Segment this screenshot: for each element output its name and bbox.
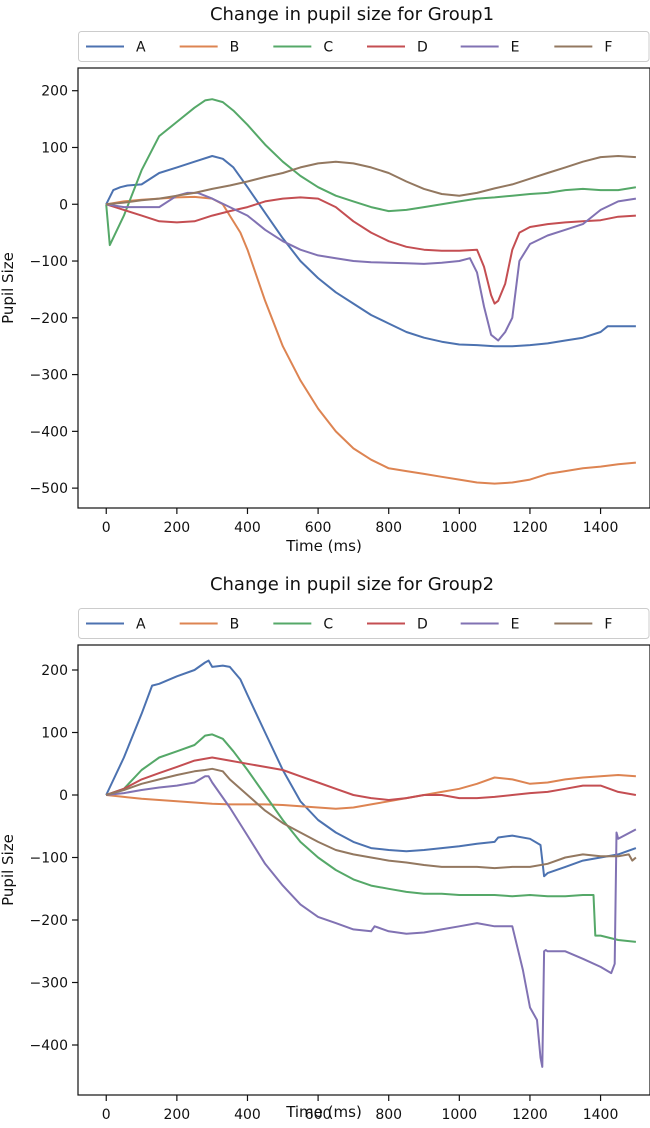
plot-frame [77, 644, 650, 1096]
x-tick-label: 800 [375, 520, 402, 536]
chart-2: Change in pupil size for Group2 A B C D E F 0 20… [0, 574, 650, 1123]
y-axis-label: Pupil Size [0, 252, 17, 324]
legend: A B C D E F [78, 31, 650, 62]
x-tick-label: 1200 [512, 520, 548, 536]
plot-frame [77, 67, 650, 509]
x-axis-label: Time (ms) [285, 1103, 362, 1121]
x-tick-label: 1400 [583, 1107, 619, 1123]
x-tick-label: 600 [305, 1107, 332, 1123]
y-tick-label: −400 [30, 1038, 68, 1054]
y-tick-label: 200 [41, 84, 68, 100]
y-tick-label: −300 [30, 976, 68, 992]
series-group [105, 659, 637, 1068]
series-line-f [105, 767, 637, 870]
y-tick-label: −200 [30, 311, 68, 327]
chart-1: Change in pupil size for Group1 A B C D E F 0 20… [0, 4, 650, 555]
legend-label-f: F [604, 617, 612, 633]
x-tick-label: 1000 [442, 1107, 478, 1123]
legend: A B C D E F [78, 608, 650, 639]
x-tick-label: 1200 [512, 1107, 548, 1123]
series-line-b [106, 774, 636, 810]
series-line-a [105, 155, 636, 348]
x-tick-label: 200 [163, 520, 190, 536]
legend-label-d: D [417, 617, 428, 633]
chart-title: Change in pupil size for Group2 [210, 574, 494, 595]
x-tick-label: 0 [102, 1107, 111, 1123]
series-line-c [105, 733, 637, 943]
x-tick-label: 400 [234, 1107, 261, 1123]
series-line-e [106, 191, 637, 342]
y-tick-label: 0 [59, 788, 68, 804]
legend-label-b: B [230, 617, 240, 633]
x-tick-label: 800 [375, 1107, 402, 1123]
y-tick-label: −500 [30, 481, 68, 497]
y-tick-label: −100 [30, 254, 68, 270]
legend-label-a: A [136, 40, 146, 56]
legend-label-d: D [417, 40, 428, 56]
legend-label-e: E [511, 617, 520, 633]
legend-box [78, 31, 650, 62]
y-axis-label: Pupil Size [0, 834, 17, 906]
y-tick-label: 0 [59, 197, 68, 213]
series-line-d [105, 196, 636, 305]
series-line-c [105, 98, 637, 247]
x-tick-label: 0 [102, 520, 111, 536]
legend-label-c: C [323, 40, 333, 56]
x-tick-label: 600 [305, 520, 332, 536]
legend-label-b: B [230, 40, 240, 56]
series-line-e [106, 775, 637, 1068]
y-tick-label: −100 [30, 851, 68, 867]
y-tick-label: −200 [30, 913, 68, 929]
x-tick-label: 400 [234, 520, 261, 536]
legend-box [78, 608, 650, 639]
series-group [105, 98, 637, 485]
y-tick-label: −400 [30, 424, 68, 440]
y-tick-label: −300 [30, 368, 68, 384]
chart-title: Change in pupil size for Group1 [210, 4, 494, 25]
legend-label-c: C [323, 617, 333, 633]
y-tick-label: 100 [41, 726, 68, 742]
y-tick-label: 200 [41, 663, 68, 679]
legend-label-e: E [511, 40, 520, 56]
x-tick-label: 200 [163, 1107, 190, 1123]
series-line-a [105, 659, 637, 878]
legend-label-a: A [136, 617, 146, 633]
series-line-f [106, 155, 636, 206]
series-line-b [106, 195, 636, 485]
y-tick-label: 100 [41, 140, 68, 156]
x-tick-label: 1400 [583, 520, 619, 536]
x-tick-label: 1000 [442, 520, 478, 536]
legend-label-f: F [604, 40, 612, 56]
series-line-d [105, 756, 637, 801]
x-axis-label: Time (ms) [285, 537, 362, 555]
